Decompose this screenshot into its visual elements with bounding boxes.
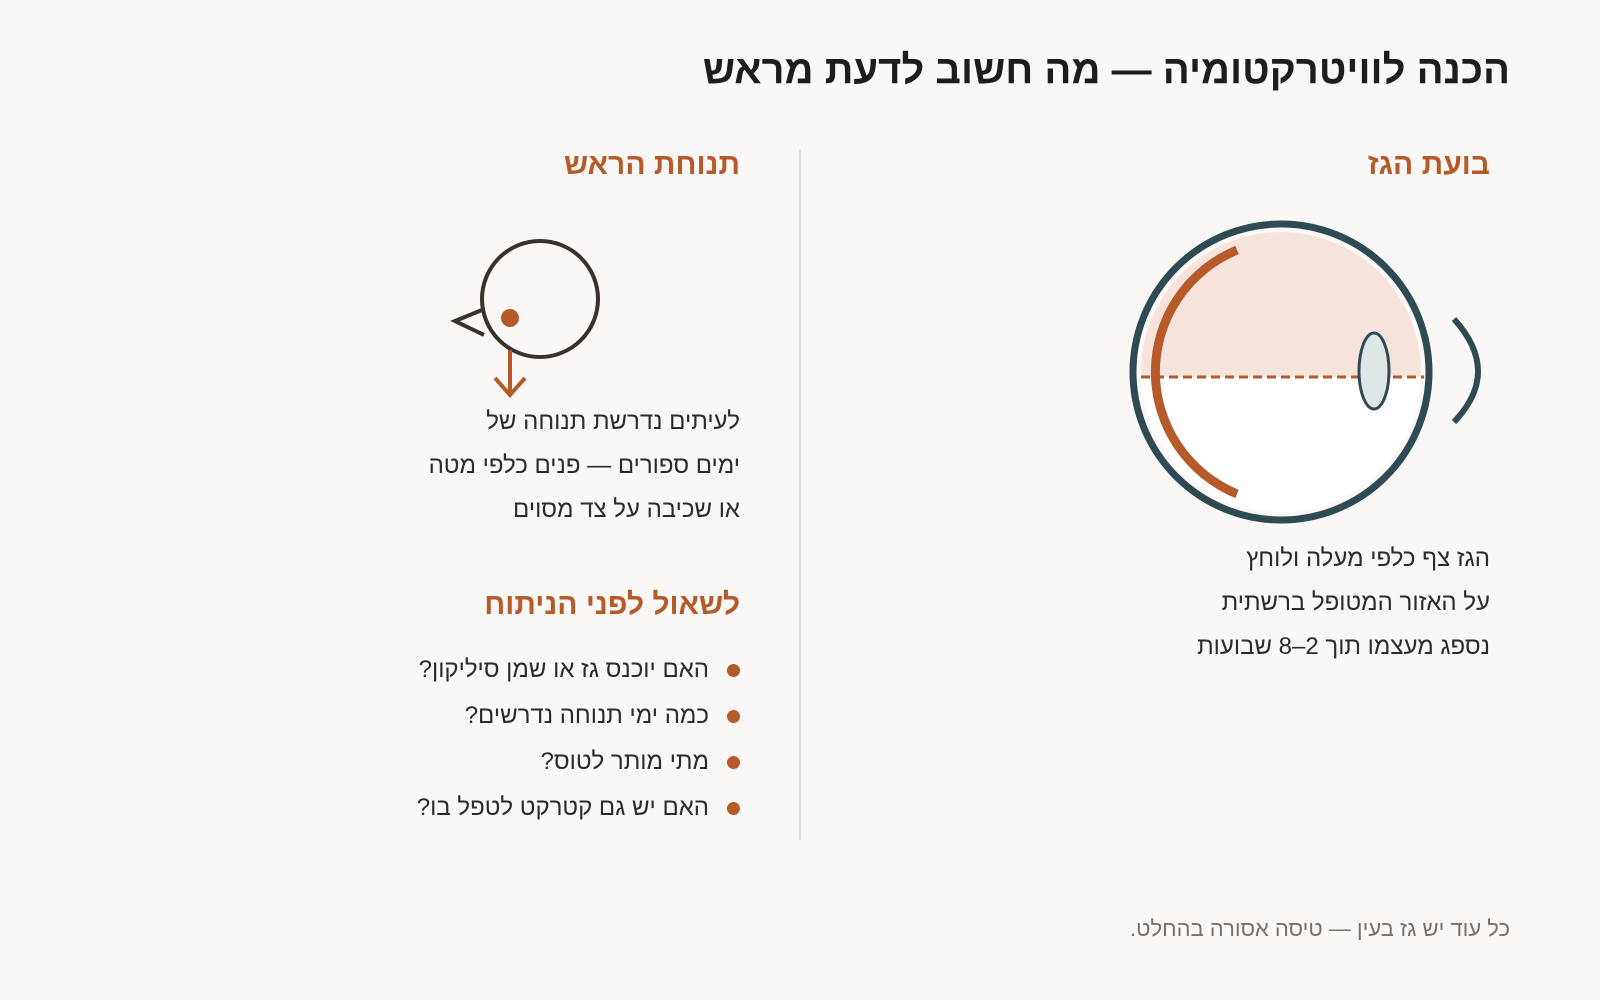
caption-line: על האזור המטופל ברשתית <box>1221 589 1490 616</box>
eyeball-outline <box>1129 220 1433 524</box>
footer-note: כל עוד יש גז בעין — טיסה אסורה בהחלט. <box>1129 916 1510 941</box>
question-text: מתי מותר לטוס? <box>540 748 709 775</box>
caption-line: לעיתים נדרשת תנוחה של <box>486 408 740 435</box>
bullet-icon <box>727 801 740 815</box>
gas-bubble-section: בועת הגז הגז צף כלפי מעלה ולוחץ על האזור… <box>930 145 1490 660</box>
eye-dot <box>501 309 519 327</box>
questions-list: האם יוכנס גז או שמן סיליקון? כמה ימי תנו… <box>417 647 740 831</box>
caption-line: הגז צף כלפי מעלה ולוחץ <box>1246 545 1490 572</box>
head-position-heading: תנוחת הראש <box>564 148 740 181</box>
cornea-arc <box>1451 316 1481 425</box>
questions-heading: לשאול לפני הניתוח <box>484 588 740 621</box>
retina-arc <box>1150 245 1239 499</box>
question-text: כמה ימי תנוחה נדרשים? <box>464 702 709 729</box>
list-item: כמה ימי תנוחה נדרשים? <box>417 693 740 739</box>
list-item: מתי מותר לטוס? <box>417 739 740 785</box>
bullet-icon <box>727 755 740 769</box>
caption-line: או שכיבה על צד מסוים <box>513 496 740 523</box>
head-position-section: תנוחת הראש לעיתים נדרשת תנוחה של ימים ספ… <box>240 145 740 821</box>
question-text: האם יש גם קטרקט לטפל בו? <box>416 794 709 821</box>
lens-shape <box>1357 331 1391 411</box>
caption-line: ימים ספורים — פנים כלפי מטה <box>428 452 740 479</box>
head-position-caption: לעיתים נדרשת תנוחה של ימים ספורים — פנים… <box>429 400 740 532</box>
bullet-icon <box>727 663 740 677</box>
face-down-head-icon <box>450 239 600 399</box>
eye-cross-section-icon <box>1129 220 1481 524</box>
page-title: הכנה לוויטרקטומיה — מה חשוב לדעת מראש <box>702 48 1510 92</box>
question-text: האם יוכנס גז או שמן סיליקון? <box>418 656 709 683</box>
gas-bubble-caption: הגז צף כלפי מעלה ולוחץ על האזור המטופל ב… <box>1197 537 1490 669</box>
caption-line: נספג מעצמו תוך 2–8 שבועות <box>1197 633 1490 660</box>
nose-shape <box>450 308 485 337</box>
list-item: האם יוכנס גז או שמן סיליקון? <box>417 647 740 693</box>
list-item: האם יש גם קטרקט לטפל בו? <box>417 785 740 831</box>
bullet-icon <box>727 709 740 723</box>
column-divider <box>799 150 801 840</box>
gas-bubble-heading: בועת הגז <box>1367 148 1490 181</box>
